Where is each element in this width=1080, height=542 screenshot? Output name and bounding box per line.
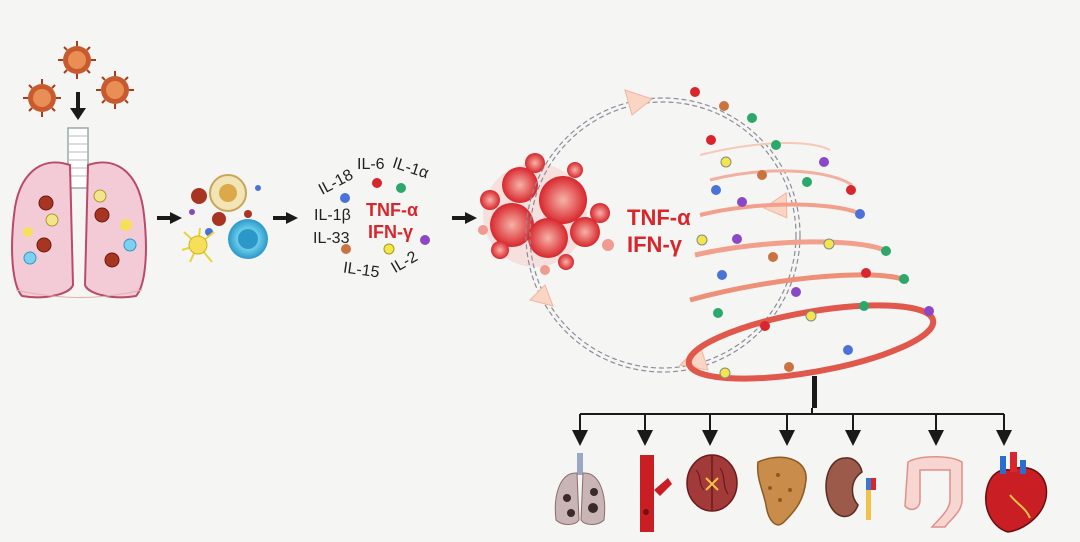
storm-label-ifn: IFN-γ: [627, 232, 682, 257]
storm-label-tnf: TNF-α: [627, 205, 691, 230]
brain-icon: [686, 454, 738, 512]
blood-vessel-icon: [640, 455, 672, 532]
infected-lungs-icon: [11, 127, 147, 299]
infection-arrow: [70, 92, 86, 120]
heart-icon: [985, 452, 1048, 533]
feedback-loop: [525, 89, 801, 373]
liver-icon: [756, 456, 807, 526]
stage-arrow: [157, 212, 182, 224]
immune-cells-icon: [181, 174, 268, 263]
dendritic-cell-icon: [181, 227, 215, 263]
cytokine-label-ifn: IFN-γ: [368, 222, 413, 242]
cytokine-dots: [340, 178, 430, 255]
cytokine-label-il6: IL-6: [357, 156, 385, 173]
virus-icon: [23, 41, 134, 117]
cytokine-label-il33: IL-33: [313, 230, 350, 247]
stage-arrow: [273, 212, 298, 224]
kidney-icon: [825, 457, 876, 520]
stage-arrow: [452, 212, 477, 224]
cytokine-storm-spiral: [685, 87, 937, 382]
lungs-icon: [554, 453, 606, 525]
organ-distribution-tree: [572, 376, 1012, 446]
cytokine-label-il1b: IL-1β: [314, 207, 351, 224]
tissue-damage-cluster: [478, 153, 614, 275]
cytokine-label-tnf: TNF-α: [366, 200, 419, 220]
intestine-icon: [904, 456, 963, 528]
